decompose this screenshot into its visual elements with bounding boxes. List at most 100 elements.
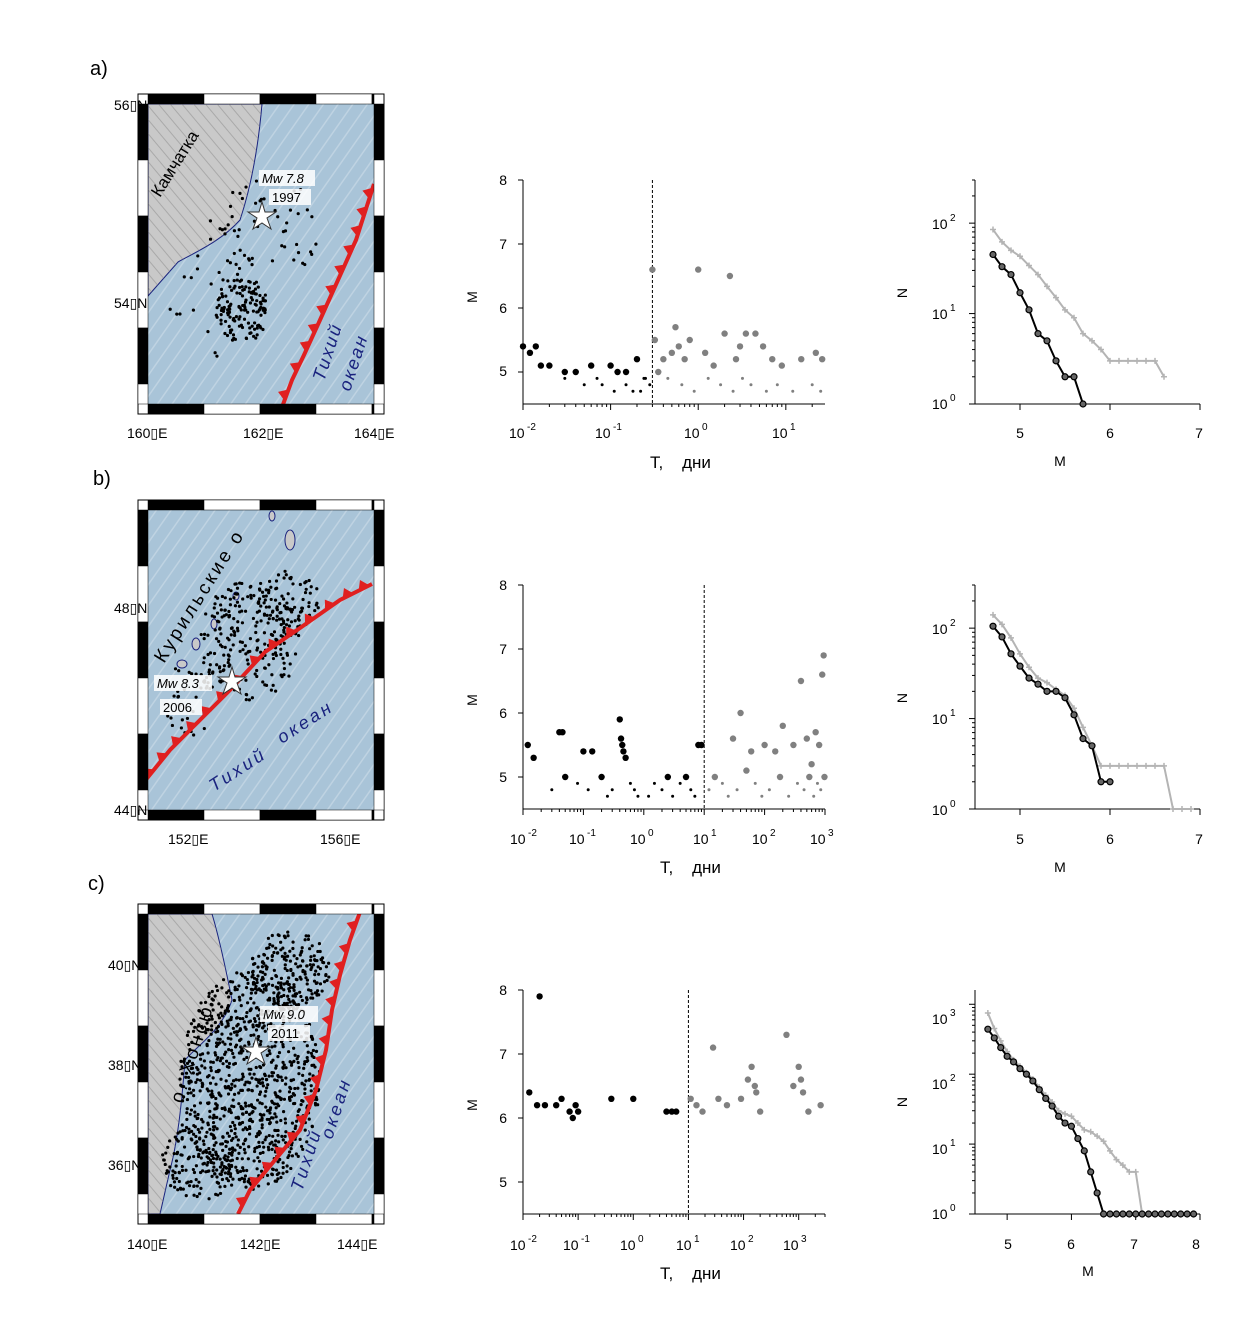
event-dot	[194, 1164, 198, 1168]
data-point	[682, 773, 690, 781]
frequency-marks	[969, 990, 1201, 1220]
event-dot	[284, 623, 289, 627]
event-dot	[176, 695, 180, 699]
event-dot	[191, 1071, 195, 1075]
event-dot	[292, 954, 296, 958]
trench-line	[279, 183, 376, 411]
event-dot	[276, 981, 281, 985]
event-dot	[224, 1144, 228, 1148]
event-dot	[277, 1075, 281, 1079]
data-point	[541, 1102, 549, 1109]
event-dot	[259, 1065, 263, 1070]
event-dot	[288, 576, 292, 580]
event-dot	[244, 1104, 248, 1108]
trench-tooth	[201, 706, 212, 717]
event-dot	[300, 959, 305, 963]
event-dot	[226, 587, 231, 592]
event-dot	[179, 1187, 183, 1191]
y-tick-label: 6	[499, 705, 507, 721]
data-point	[726, 794, 730, 798]
event-dot	[231, 333, 236, 337]
event-dot	[219, 322, 223, 326]
data-point	[715, 1095, 722, 1103]
event-dot	[272, 991, 276, 995]
trench-tooth	[356, 206, 367, 218]
event-dot	[231, 1051, 235, 1056]
event-dot	[265, 1173, 270, 1177]
event-dot	[229, 288, 234, 292]
event-dot	[230, 1146, 235, 1150]
island-outlines	[176, 510, 296, 669]
event-dot	[223, 645, 227, 649]
event-dot	[282, 625, 286, 630]
event-dot	[327, 975, 331, 979]
data-point	[660, 788, 664, 792]
event-dot	[317, 942, 322, 946]
event-dot	[256, 1156, 260, 1160]
event-dot	[259, 619, 263, 623]
event-dot	[237, 1078, 241, 1082]
event-dot	[204, 1134, 208, 1139]
event-dot	[237, 1091, 241, 1095]
event-dot	[291, 946, 295, 951]
data-marker	[1113, 1156, 1120, 1163]
event-dot	[260, 965, 265, 969]
event-dot	[250, 1076, 254, 1080]
event-dot	[287, 624, 291, 628]
data-marker	[1107, 762, 1113, 769]
event-dot	[270, 1116, 274, 1120]
lat-tick: 44▯N	[114, 802, 147, 818]
data-point	[608, 1095, 615, 1103]
event-dot	[195, 1066, 199, 1070]
event-dot	[198, 1057, 203, 1061]
event-dot	[197, 1180, 201, 1184]
x-tick-label: 10 -2	[509, 422, 536, 441]
event-dot	[171, 1176, 175, 1180]
event-dot	[209, 1069, 213, 1073]
x-tick-label: 6	[1106, 831, 1114, 847]
x-axis-label: M	[1054, 859, 1066, 875]
event-dot	[278, 601, 282, 606]
data-point	[680, 383, 684, 387]
event-dot	[223, 1171, 228, 1175]
event-dot	[291, 597, 295, 601]
event-dot	[210, 989, 214, 994]
event-dot	[276, 1177, 280, 1181]
event-dot	[259, 302, 263, 306]
event-dot	[273, 1001, 277, 1005]
event-dot	[300, 1099, 304, 1103]
event-dot	[307, 578, 311, 583]
event-dot	[310, 1036, 315, 1041]
event-dot	[206, 1089, 211, 1093]
event-dot	[268, 1106, 273, 1110]
event-dot	[231, 1177, 235, 1181]
event-dot	[273, 1078, 277, 1082]
data-point	[605, 794, 609, 798]
event-dot	[292, 988, 296, 993]
event-dot	[217, 666, 222, 670]
frame-segment	[371, 499, 375, 511]
event-dot	[235, 1033, 239, 1037]
event-dot	[244, 336, 249, 341]
event-dot	[269, 597, 273, 602]
y-tick-label: 10 2	[932, 213, 956, 232]
event-dot	[244, 185, 248, 189]
event-dot	[187, 1127, 191, 1131]
event-dot	[217, 303, 221, 307]
event-dot	[243, 1083, 247, 1087]
event-dot	[226, 1158, 230, 1162]
event-dot	[182, 1095, 186, 1099]
event-dot	[196, 1127, 200, 1132]
event-dot	[307, 1117, 311, 1121]
event-dot	[270, 1099, 274, 1103]
event-dot	[187, 670, 191, 674]
event-dot	[201, 1169, 205, 1173]
event-dot	[293, 605, 297, 609]
event-dot	[322, 961, 326, 965]
data-marker	[1087, 1128, 1094, 1135]
event-dot	[311, 963, 315, 967]
svg-text:10: 10	[684, 425, 700, 441]
data-point	[552, 1102, 560, 1109]
data-point	[720, 781, 724, 785]
data-marker	[1026, 664, 1032, 671]
